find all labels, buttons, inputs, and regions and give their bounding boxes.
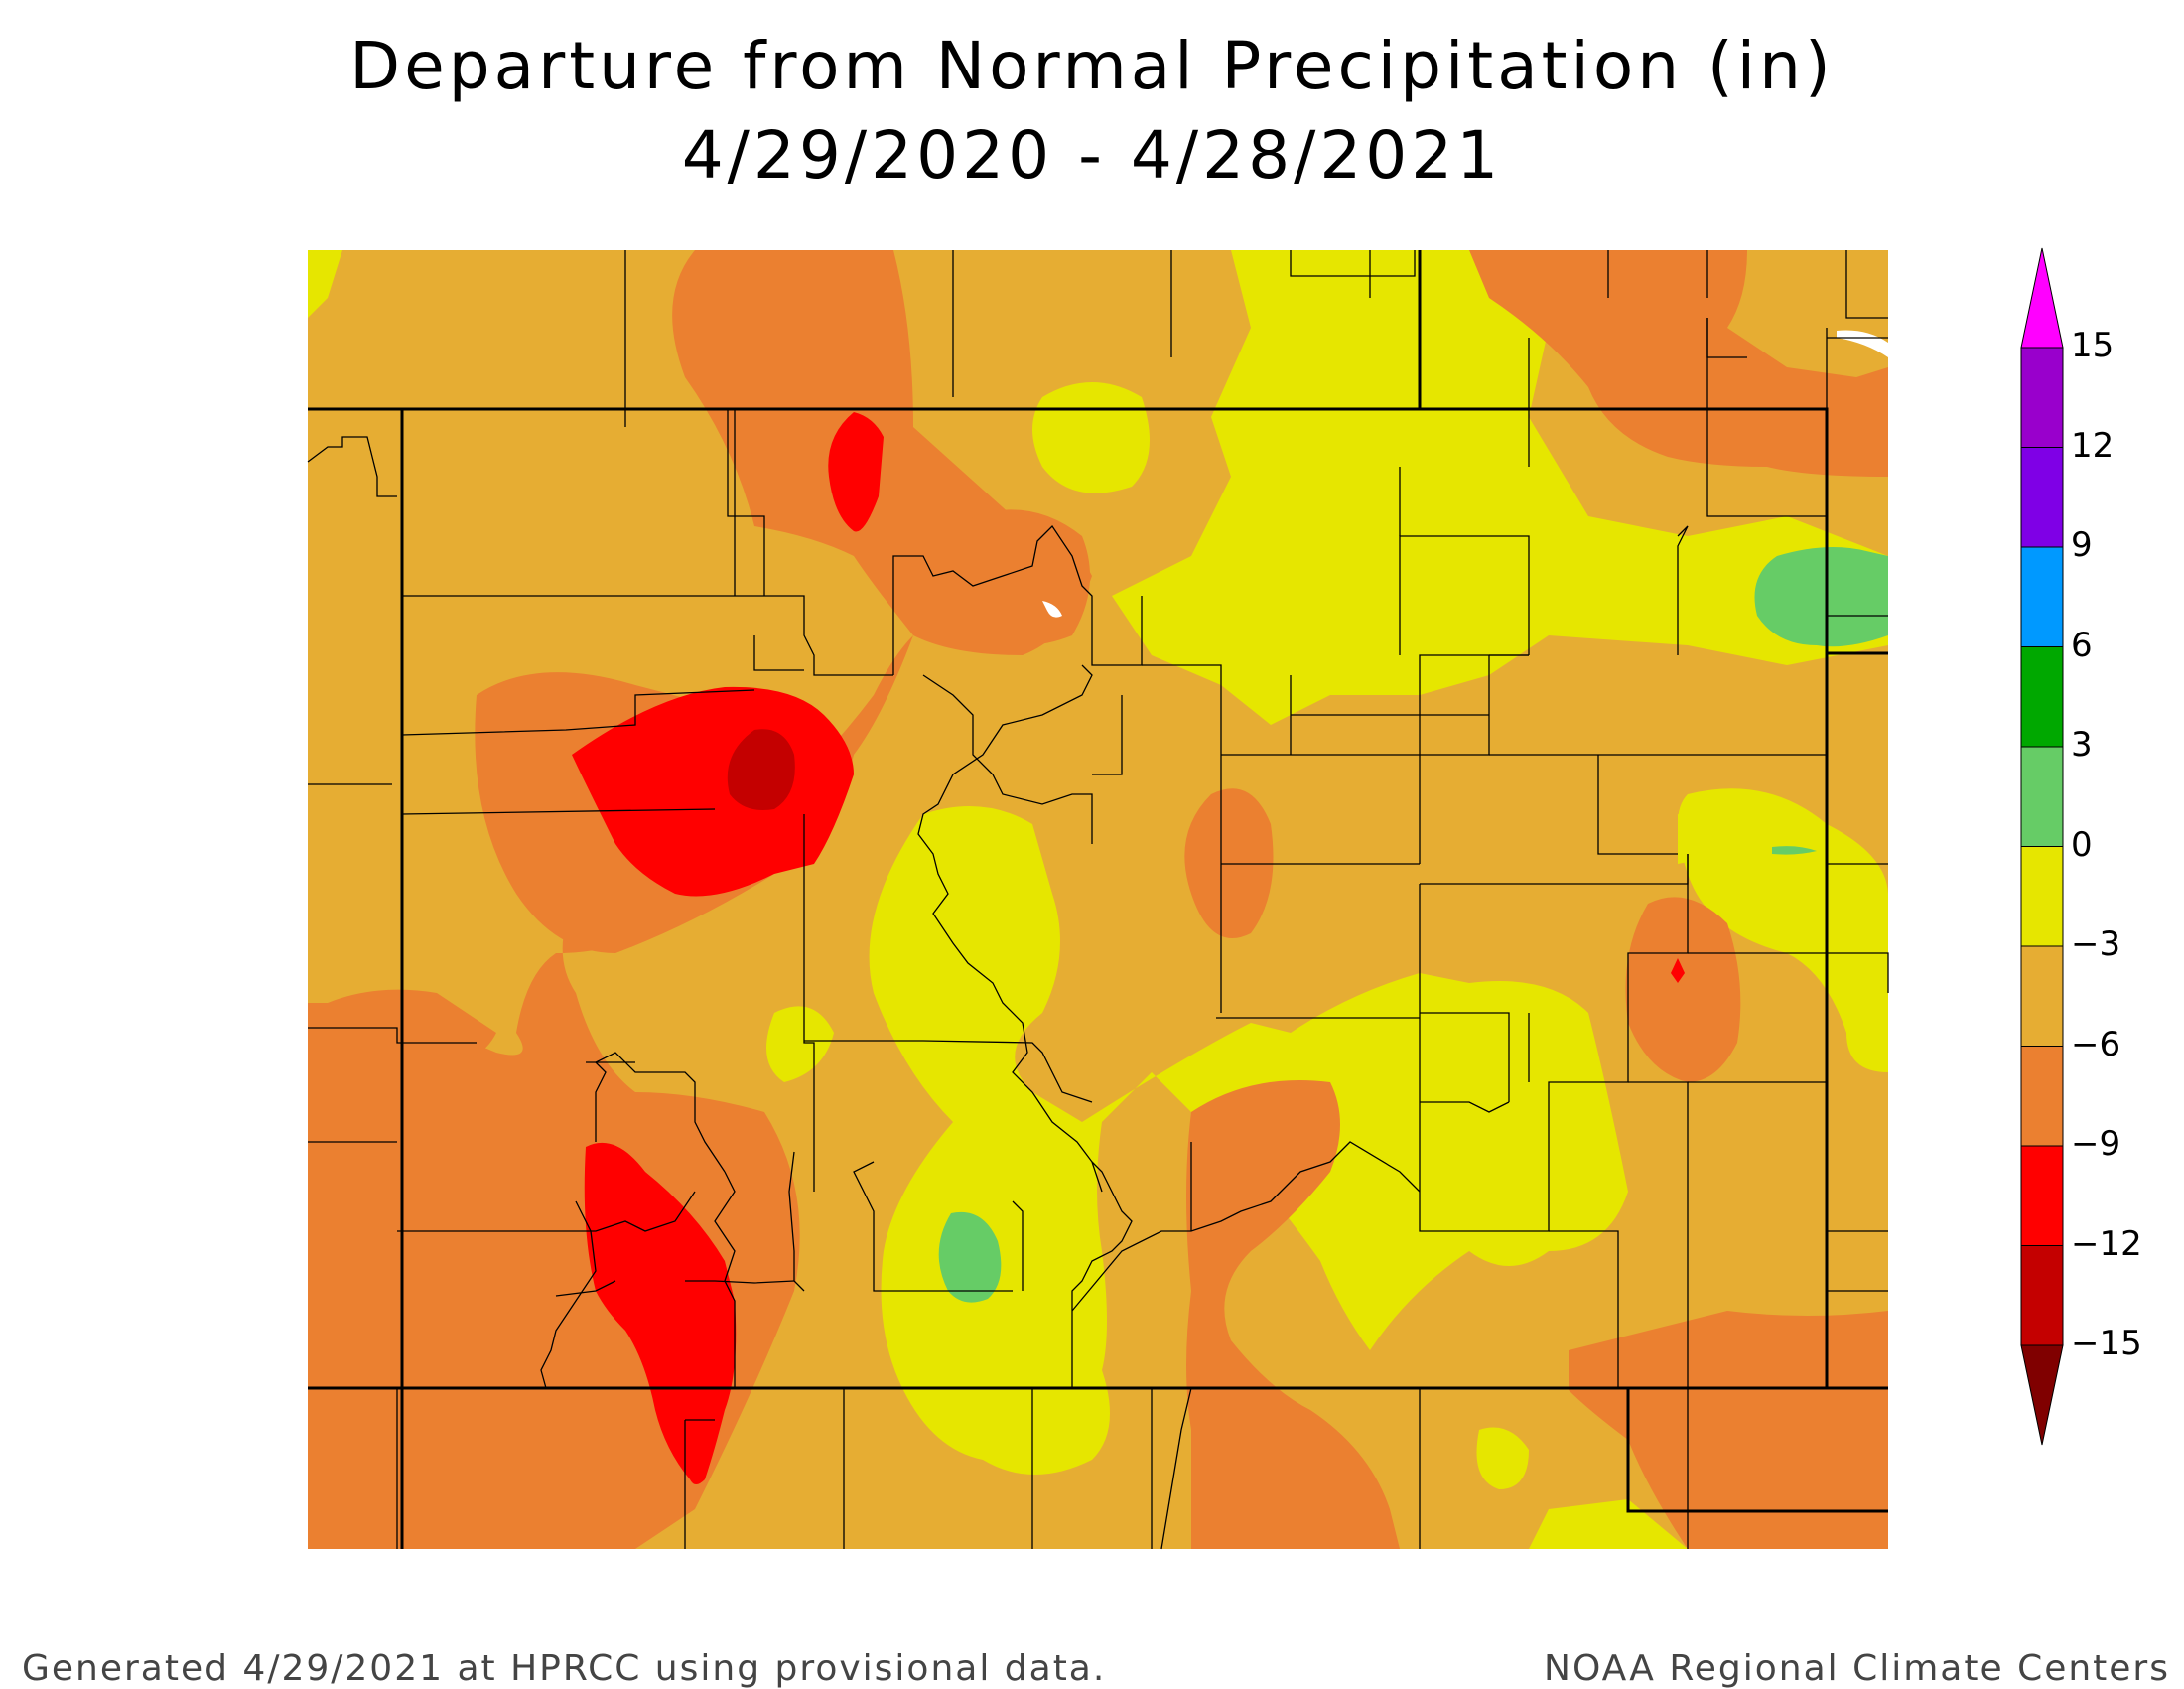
lake (1042, 601, 1062, 618)
band-m9-m12-region (828, 412, 884, 532)
legend-tick-label: 9 (2071, 525, 2093, 565)
band-0-3-region (1772, 846, 1817, 855)
legend-swatch (2020, 1046, 2064, 1147)
legend-tick-label: −3 (2071, 924, 2121, 964)
band-0-3-region (938, 1211, 1002, 1303)
band-m6-m9-region (328, 989, 496, 1064)
footer-source: NOAA Regional Climate Centers (1544, 1648, 2170, 1689)
legend-swatch (2020, 1245, 2064, 1346)
county-boundaries (307, 250, 1889, 1550)
map-title: Departure from Normal Precipitation (in) (349, 28, 1835, 104)
legend-swatch (2020, 646, 2064, 748)
band-m6-m9-region (1569, 1311, 1888, 1549)
color-legend (2020, 247, 2064, 1446)
band-0-m3-region (1476, 1427, 1529, 1489)
band-0-m3-region (308, 250, 342, 318)
band-0-m3-region (1678, 814, 1727, 864)
band-0-m3-region (1529, 1499, 1688, 1549)
contour-fill-layer (308, 250, 1888, 1549)
state-boundaries (308, 250, 1888, 1549)
band-m6-m9-region (1186, 1080, 1400, 1549)
legend-swatch (2020, 347, 2064, 448)
footer-generated-note: Generated 4/29/2021 at HPRCC using provi… (22, 1648, 1107, 1689)
legend-swatch (2020, 746, 2064, 847)
band-m6-m9-region (1625, 897, 1741, 1082)
band-m6-m9-region (1469, 250, 1888, 477)
legend-tick-label: 3 (2071, 725, 2093, 765)
band-m6-m9-region (308, 250, 1092, 1549)
band-0-m3-region (1678, 788, 1888, 1072)
band-m9-m12-region (584, 1142, 737, 1484)
legend-tick-label: −12 (2071, 1223, 2142, 1264)
band-m9-m12-region (1671, 958, 1685, 983)
band-0-m3-region (766, 1006, 834, 1082)
band-m6-m9-region (965, 509, 1090, 645)
legend-swatch (2020, 1145, 2064, 1246)
legend-tick-label: −9 (2071, 1124, 2121, 1164)
map-subtitle: 4/29/2020 - 4/28/2021 (681, 117, 1503, 194)
band-0-m3-region (1112, 250, 1888, 725)
legend-swatch (2020, 447, 2064, 548)
legend-tick-label: −15 (2071, 1324, 2142, 1363)
legend-tick-label: −6 (2071, 1024, 2121, 1064)
legend-swatch (2020, 846, 2064, 947)
band-m12-m15-region (727, 729, 795, 810)
legend-swatch (2020, 945, 2064, 1047)
legend-tick-label: 0 (2071, 824, 2093, 865)
band-m6-m9-region (308, 1172, 334, 1321)
legend-tick-label: 12 (2071, 425, 2115, 466)
legend-swatch (2020, 546, 2064, 647)
legend-arrow-top (2020, 247, 2064, 349)
legend-tick-label: 15 (2071, 326, 2115, 365)
legend-tick-label: 6 (2071, 625, 2093, 665)
legend-arrow-bottom (2020, 1344, 2064, 1446)
band-0-3-region (1754, 547, 1888, 647)
